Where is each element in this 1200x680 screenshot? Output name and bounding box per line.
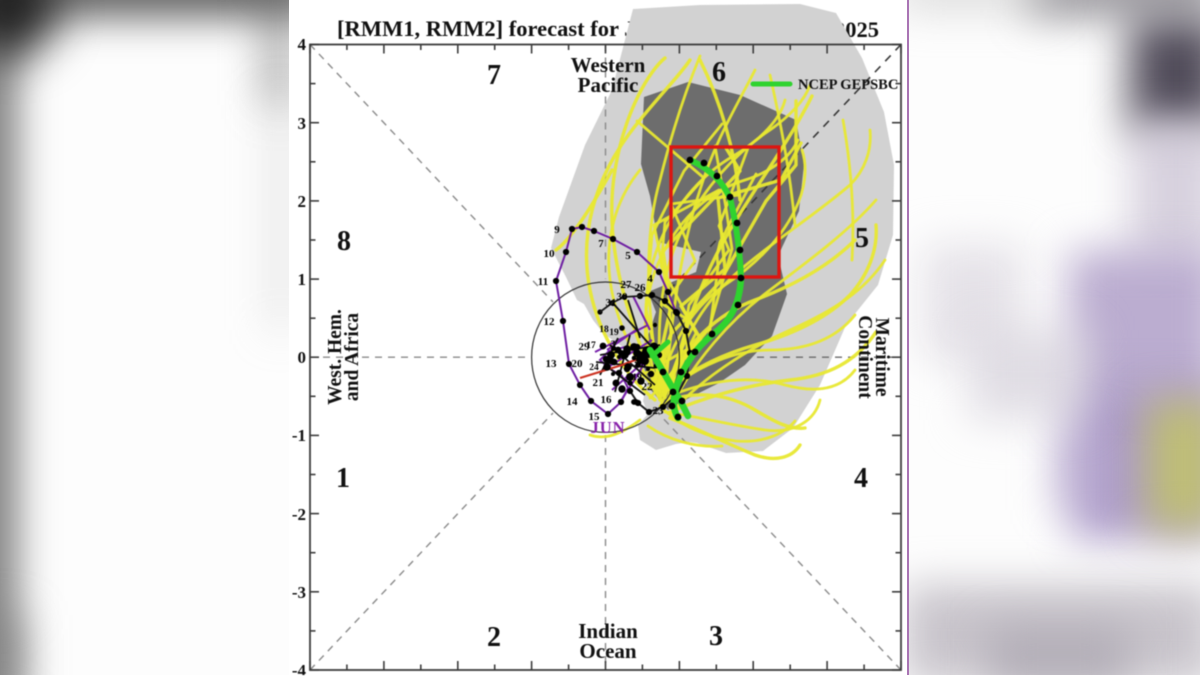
svg-text:Indian: Indian xyxy=(578,619,638,643)
svg-text:26: 26 xyxy=(635,282,647,294)
svg-text:22: 22 xyxy=(642,381,654,393)
svg-text:13: 13 xyxy=(546,358,558,370)
svg-text:2: 2 xyxy=(298,192,307,211)
svg-text:9: 9 xyxy=(554,224,560,236)
svg-text:5: 5 xyxy=(855,223,869,254)
svg-text:16: 16 xyxy=(601,394,613,406)
svg-text:29: 29 xyxy=(579,341,591,353)
svg-text:-1: -1 xyxy=(292,426,306,445)
svg-text:3: 3 xyxy=(709,621,723,652)
svg-text:18: 18 xyxy=(599,325,609,335)
svg-text:7: 7 xyxy=(598,238,604,250)
svg-text:3: 3 xyxy=(298,114,307,133)
svg-text:JUN: JUN xyxy=(590,418,625,437)
svg-text:-3: -3 xyxy=(292,583,306,602)
svg-text:Western: Western xyxy=(571,53,646,77)
svg-text:West. Hem.: West. Hem. xyxy=(325,309,346,405)
svg-text:1: 1 xyxy=(298,270,307,289)
svg-text:2: 2 xyxy=(487,622,501,653)
svg-text:7: 7 xyxy=(487,60,501,91)
svg-text:5: 5 xyxy=(625,250,631,262)
svg-text:4: 4 xyxy=(298,35,307,54)
svg-text:24: 24 xyxy=(634,356,644,366)
svg-text:27: 27 xyxy=(621,279,633,291)
svg-text:18: 18 xyxy=(636,360,646,370)
svg-text:3: 3 xyxy=(611,340,616,350)
svg-text:6: 6 xyxy=(712,57,726,88)
svg-text:-4: -4 xyxy=(292,661,307,675)
svg-text:NCEP GEPSBC: NCEP GEPSBC xyxy=(798,77,898,93)
svg-text:Pacific: Pacific xyxy=(578,73,639,97)
svg-text:11: 11 xyxy=(538,276,548,288)
svg-text:14: 14 xyxy=(567,396,579,408)
svg-text:1: 1 xyxy=(336,463,350,494)
svg-text:Ocean: Ocean xyxy=(579,639,636,663)
svg-text:17: 17 xyxy=(586,341,596,351)
svg-text:19: 19 xyxy=(609,328,619,338)
svg-text:Continent: Continent xyxy=(854,315,875,399)
svg-text:24: 24 xyxy=(589,363,599,373)
svg-text:10: 10 xyxy=(544,248,556,260)
svg-text:21: 21 xyxy=(593,377,604,389)
svg-text:15: 15 xyxy=(589,411,601,423)
svg-text:31: 31 xyxy=(606,297,617,309)
svg-text:3: 3 xyxy=(604,359,609,369)
svg-text:4: 4 xyxy=(647,273,653,285)
svg-text:and Africa: and Africa xyxy=(342,313,363,402)
svg-text:Maritime: Maritime xyxy=(871,317,892,396)
svg-text:4: 4 xyxy=(854,463,868,494)
svg-text:20: 20 xyxy=(572,358,584,370)
svg-text:8: 8 xyxy=(337,226,351,257)
svg-text:0: 0 xyxy=(298,348,307,367)
svg-text:19: 19 xyxy=(632,373,642,383)
svg-text:30: 30 xyxy=(617,291,629,303)
svg-text:-2: -2 xyxy=(292,505,306,524)
svg-text:23: 23 xyxy=(653,405,665,417)
svg-text:12: 12 xyxy=(544,316,556,328)
